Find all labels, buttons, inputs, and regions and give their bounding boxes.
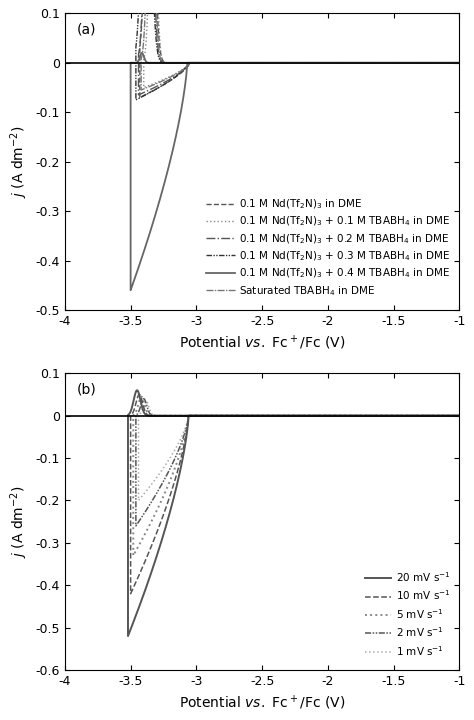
X-axis label: Potential $\it{vs.}$ Fc$^+$/Fc (V): Potential $\it{vs.}$ Fc$^+$/Fc (V) [179,333,346,351]
Y-axis label: $\it{j}$ (A dm$^{-2}$): $\it{j}$ (A dm$^{-2}$) [9,125,30,198]
Legend: 20 mV s$^{-1}$, 10 mV s$^{-1}$, 5 mV s$^{-1}$, 2 mV s$^{-1}$, 1 mV s$^{-1}$: 20 mV s$^{-1}$, 10 mV s$^{-1}$, 5 mV s$^… [361,566,454,662]
Text: (a): (a) [77,22,96,36]
Text: (b): (b) [77,382,96,396]
Legend: 0.1 M Nd(Tf$_2$N)$_3$ in DME, 0.1 M Nd(Tf$_2$N)$_3$ + 0.1 M TBABH$_4$ in DME, 0.: 0.1 M Nd(Tf$_2$N)$_3$ in DME, 0.1 M Nd(T… [201,194,454,302]
Y-axis label: $\it{j}$ (A dm$^{-2}$): $\it{j}$ (A dm$^{-2}$) [9,485,30,558]
X-axis label: Potential $\it{vs.}$ Fc$^+$/Fc (V): Potential $\it{vs.}$ Fc$^+$/Fc (V) [179,693,346,711]
